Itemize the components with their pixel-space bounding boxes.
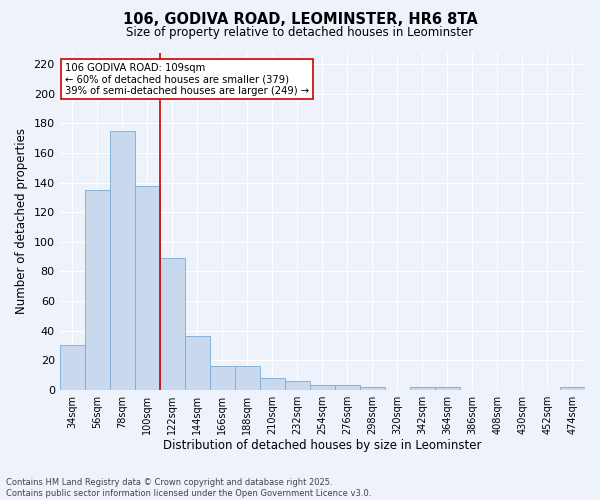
Bar [185,336,210,390]
Bar [235,366,260,390]
Text: 106, GODIVA ROAD, LEOMINSTER, HR6 8TA: 106, GODIVA ROAD, LEOMINSTER, HR6 8TA [122,12,478,28]
Bar [135,186,160,390]
X-axis label: Distribution of detached houses by size in Leominster: Distribution of detached houses by size … [163,440,482,452]
Bar [335,386,360,390]
Bar [285,381,310,390]
Bar [560,387,585,390]
Text: Size of property relative to detached houses in Leominster: Size of property relative to detached ho… [127,26,473,39]
Y-axis label: Number of detached properties: Number of detached properties [15,128,28,314]
Text: 106 GODIVA ROAD: 109sqm
← 60% of detached houses are smaller (379)
39% of semi-d: 106 GODIVA ROAD: 109sqm ← 60% of detache… [65,62,309,96]
Bar [435,387,460,390]
Bar [110,131,135,390]
Bar [160,258,185,390]
Bar [310,386,335,390]
Bar [59,346,85,390]
Bar [410,387,435,390]
Bar [85,190,110,390]
Bar [260,378,285,390]
Bar [210,366,235,390]
Text: Contains HM Land Registry data © Crown copyright and database right 2025.
Contai: Contains HM Land Registry data © Crown c… [6,478,371,498]
Bar [360,387,385,390]
